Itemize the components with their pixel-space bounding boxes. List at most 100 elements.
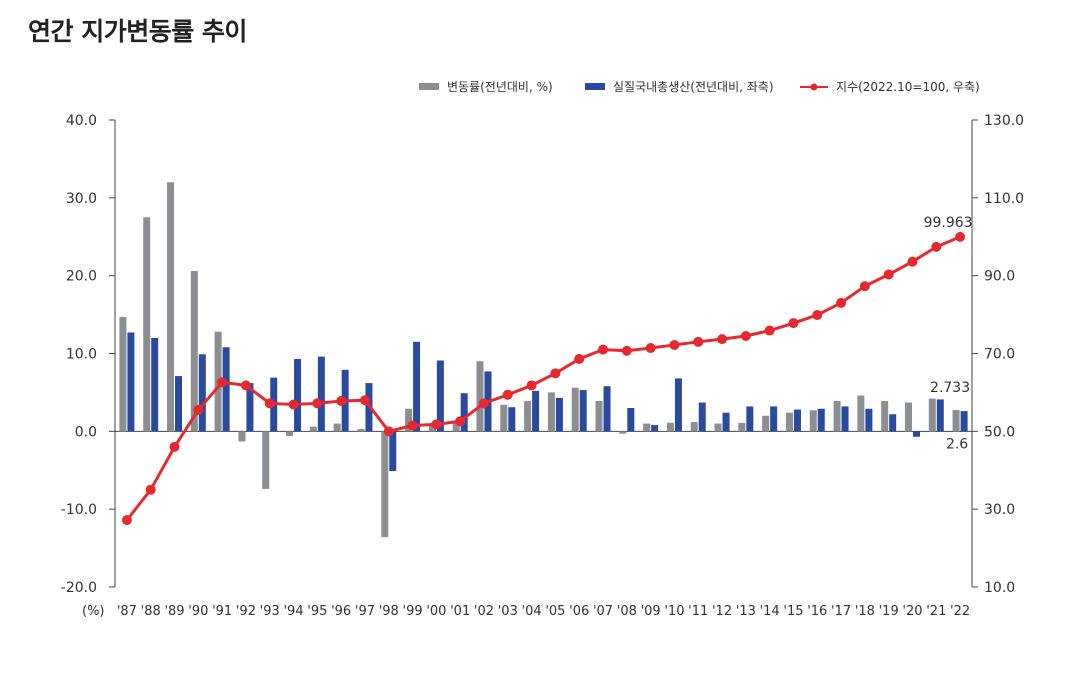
index-point bbox=[693, 336, 704, 347]
x-axis-tick-label: '03 bbox=[498, 604, 518, 619]
change-rate-bar bbox=[690, 421, 698, 432]
left-axis-tick-label: 30.0 bbox=[66, 191, 97, 207]
left-axis-tick-label: 0.0 bbox=[75, 424, 97, 440]
change-rate-bar bbox=[190, 270, 198, 432]
change-rate-bar bbox=[928, 398, 936, 432]
right-axis-tick-label: 90.0 bbox=[984, 269, 1015, 285]
index-point bbox=[574, 353, 585, 364]
change-rate-bar bbox=[619, 431, 627, 434]
x-axis-tick-label: '13 bbox=[736, 604, 756, 619]
gdp-bar bbox=[603, 386, 611, 432]
index-point bbox=[455, 416, 466, 427]
x-axis-tick-label: '90 bbox=[188, 604, 208, 619]
gdp-bar bbox=[317, 356, 325, 432]
index-point bbox=[312, 398, 323, 409]
legend-label-change-rate: 변동률(전년대비, %) bbox=[447, 80, 553, 94]
axes: -20.0 -10.0 0.0 10.0 20.0 30.0 40.0 10.0 30.0 50.… bbox=[61, 113, 1024, 619]
index-last-value-label: 99.963 bbox=[924, 215, 973, 231]
x-axis-tick-label: '15 bbox=[783, 604, 803, 619]
index-point bbox=[336, 395, 347, 406]
gdp-bar bbox=[151, 337, 159, 432]
index-point bbox=[955, 231, 966, 242]
change-rate-bar bbox=[119, 316, 127, 432]
x-axis-tick-label: '19 bbox=[879, 604, 899, 619]
gdp-bar bbox=[889, 414, 897, 432]
index-point bbox=[288, 399, 299, 410]
change-rate-bar bbox=[738, 422, 746, 432]
x-axis-tick-label: '99 bbox=[403, 604, 423, 619]
x-axis-tick-label: '22 bbox=[950, 604, 970, 619]
change-rate-bar bbox=[809, 410, 817, 432]
gdp-bar bbox=[222, 347, 230, 432]
left-axis-tick-label: -20.0 bbox=[61, 580, 97, 596]
bar-series bbox=[119, 182, 968, 538]
x-axis-tick-label: '87 bbox=[117, 604, 137, 619]
change-rate-bar bbox=[167, 182, 175, 432]
index-point bbox=[145, 484, 156, 495]
left-axis-tick-label: 10.0 bbox=[66, 347, 97, 363]
change-rate-bar bbox=[381, 431, 389, 538]
gdp-bar bbox=[960, 411, 968, 432]
x-axis-tick-label: '01 bbox=[450, 604, 470, 619]
index-point bbox=[645, 343, 656, 354]
left-axis-tick-label: 20.0 bbox=[66, 269, 97, 285]
index-point bbox=[788, 318, 799, 329]
x-axis-tick-label: '14 bbox=[760, 604, 780, 619]
change-rate-bar bbox=[476, 361, 484, 432]
index-point bbox=[193, 404, 204, 415]
x-axis-tick-label: '16 bbox=[807, 604, 827, 619]
change-rate-bar bbox=[595, 400, 603, 432]
change-rate-bar bbox=[857, 395, 865, 432]
x-axis-tick-label: '09 bbox=[641, 604, 661, 619]
index-point bbox=[717, 334, 728, 345]
index-point bbox=[407, 420, 418, 431]
change-rate-bar bbox=[881, 400, 889, 432]
change-rate-last-value-label: 2.733 bbox=[930, 380, 970, 396]
change-rate-bar bbox=[643, 423, 651, 432]
change-rate-bar bbox=[333, 423, 341, 432]
gdp-bar bbox=[770, 406, 778, 432]
x-axis-tick-label: '96 bbox=[331, 604, 351, 619]
change-rate-bar bbox=[571, 387, 579, 432]
legend-marker-index bbox=[810, 83, 818, 91]
x-axis-tick-label: '12 bbox=[712, 604, 732, 619]
gdp-bar bbox=[198, 354, 206, 432]
right-axis-tick-label: 10.0 bbox=[984, 580, 1015, 596]
legend: 변동률(전년대비, %) 실질국내총생산(전년대비, 좌축) 지수(2022.1… bbox=[419, 80, 980, 94]
gdp-bar bbox=[746, 406, 754, 432]
x-axis-tick-label: '98 bbox=[379, 604, 399, 619]
change-rate-bar bbox=[238, 431, 246, 442]
gdp-bar bbox=[294, 358, 302, 432]
change-rate-bar bbox=[524, 400, 532, 432]
change-rate-bar bbox=[952, 410, 960, 432]
gdp-bar bbox=[413, 341, 421, 432]
gdp-bar bbox=[936, 399, 944, 432]
x-axis-tick-label: '18 bbox=[855, 604, 875, 619]
right-axis-tick-label: 50.0 bbox=[984, 424, 1015, 440]
gdp-bar bbox=[627, 407, 635, 432]
right-axis-tick-label: 130.0 bbox=[984, 113, 1024, 129]
x-axis-tick-label: '08 bbox=[617, 604, 637, 619]
index-point bbox=[907, 256, 918, 267]
x-axis-tick-label: '07 bbox=[593, 604, 613, 619]
index-point bbox=[550, 368, 561, 379]
page-title: 연간 지가변동률 추이 bbox=[28, 17, 247, 46]
left-axis-tick-label: 40.0 bbox=[66, 113, 97, 129]
x-axis-tick-label: '05 bbox=[545, 604, 565, 619]
change-rate-bar bbox=[405, 408, 413, 432]
x-axis-tick-label: '02 bbox=[474, 604, 494, 619]
gdp-bar bbox=[579, 390, 587, 432]
x-axis-tick-label: '21 bbox=[926, 604, 946, 619]
right-axis-tick-label: 30.0 bbox=[984, 502, 1015, 518]
change-rate-bar bbox=[143, 217, 151, 432]
gdp-last-value-label: 2.6 bbox=[946, 436, 968, 452]
data-labels: 99.963 2.733 2.6 bbox=[924, 215, 973, 452]
change-rate-bar bbox=[286, 431, 294, 437]
index-point bbox=[240, 380, 251, 391]
index-point bbox=[359, 395, 370, 406]
change-rate-bar bbox=[547, 392, 555, 432]
index-point bbox=[169, 441, 180, 452]
right-axis-tick-label: 70.0 bbox=[984, 347, 1015, 363]
gdp-bar bbox=[460, 393, 468, 432]
index-point bbox=[764, 325, 775, 336]
